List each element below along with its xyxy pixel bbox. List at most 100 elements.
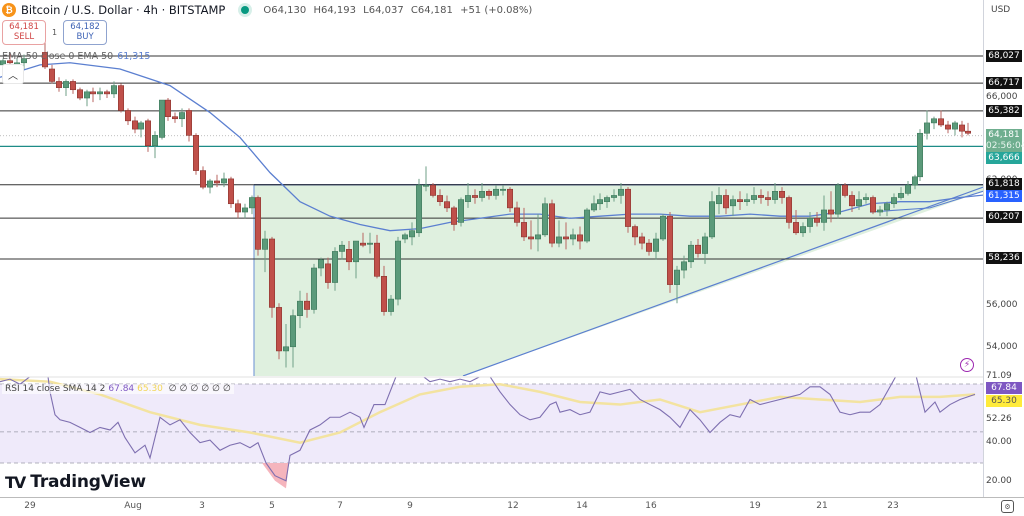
candle <box>958 124 965 132</box>
candle <box>937 118 944 126</box>
scale-price-tag: 02:56:04 <box>986 140 1024 152</box>
collapse-legend-button[interactable]: ︿ <box>2 64 24 84</box>
close-value: C64,181 <box>410 4 453 16</box>
candle <box>289 315 296 348</box>
ascending-triangle-fill <box>254 184 983 376</box>
candle <box>77 89 84 99</box>
candle <box>84 91 91 99</box>
candle <box>179 112 186 120</box>
candle <box>576 234 583 242</box>
candle <box>911 176 918 186</box>
scale-label: 71.09 <box>986 371 1012 381</box>
candle <box>750 195 757 200</box>
candle <box>317 259 324 269</box>
candle <box>48 68 55 82</box>
candle <box>90 91 97 95</box>
candle <box>610 195 617 198</box>
lightning-icon[interactable]: ⚡ <box>960 358 974 372</box>
scale-label: 54,000 <box>986 342 1018 352</box>
ema-legend[interactable]: EMA 50 close 0 EMA 50 61,315 <box>2 51 150 62</box>
candle <box>778 191 785 198</box>
time-axis-label: 19 <box>749 501 761 511</box>
time-axis[interactable] <box>0 497 1024 516</box>
sell-label: SELL <box>13 32 35 42</box>
candle <box>41 52 48 68</box>
candle <box>722 195 729 209</box>
null-value: ∅ <box>212 384 220 394</box>
candle <box>666 215 673 285</box>
candle <box>310 267 317 310</box>
candle <box>652 238 659 252</box>
candle <box>159 99 166 138</box>
candle <box>590 203 597 211</box>
candle <box>527 236 534 240</box>
candle <box>303 300 310 310</box>
rsi-legend[interactable]: RSI 14 close SMA 14 2 67.84 65.30 ∅ ∅ ∅ ∅ ∅ ∅ <box>2 384 234 394</box>
candle <box>443 201 450 209</box>
symbol-title[interactable]: Bitcoin / U.S. Dollar · 4h · BITSTAMP <box>21 3 226 17</box>
candle <box>883 203 890 211</box>
candle <box>221 178 228 184</box>
time-axis-label: Aug <box>124 501 142 511</box>
scale-price-tag: 60,207 <box>986 211 1022 223</box>
open-value: O64,130 <box>263 4 307 16</box>
candle <box>415 184 422 234</box>
candle <box>520 222 527 238</box>
spread-value: 1 <box>52 28 58 37</box>
null-value: ∅ <box>190 384 199 394</box>
candle <box>331 251 338 283</box>
candle <box>125 110 132 122</box>
candle <box>596 199 603 205</box>
scale-price-tag: 65.30 <box>986 395 1022 407</box>
candle <box>261 238 268 250</box>
candle <box>548 203 555 244</box>
candle <box>464 195 471 202</box>
sell-button[interactable]: 64,181 SELL <box>2 20 46 45</box>
trade-panel: 64,181 SELL 1 64,182 BUY <box>2 20 108 45</box>
time-axis-label: 21 <box>816 501 828 511</box>
candle <box>659 215 666 240</box>
candle <box>352 240 359 263</box>
candle <box>296 300 303 316</box>
triangle-support-line <box>462 186 983 376</box>
candle <box>506 188 513 209</box>
candle <box>534 234 541 240</box>
rsi-pane[interactable] <box>0 361 983 489</box>
rsi-sma-legend-value: 65.30 <box>137 384 163 394</box>
candle <box>104 91 111 95</box>
candle <box>541 203 548 236</box>
candle <box>193 135 200 171</box>
rsi-sma-line <box>0 377 976 444</box>
buy-label: BUY <box>76 32 94 42</box>
candle <box>7 60 14 64</box>
candle <box>694 244 701 254</box>
tradingview-logo: TV TradingView <box>5 472 146 492</box>
time-axis-label: 7 <box>337 501 343 511</box>
candle <box>359 242 366 246</box>
price-pane[interactable] <box>0 42 983 376</box>
candle <box>387 298 394 312</box>
scale-label: 40.00 <box>986 437 1012 447</box>
scale-price-tag: 63,666 <box>986 152 1022 164</box>
scale-label: 56,000 <box>986 300 1018 310</box>
candle <box>555 236 562 244</box>
high-value: H64,193 <box>313 4 356 16</box>
candle <box>583 209 590 242</box>
candle <box>401 234 408 240</box>
candle <box>701 236 708 254</box>
candle <box>680 261 687 271</box>
time-axis-label: 3 <box>199 501 205 511</box>
scale-price-tag: 64,181 <box>986 129 1022 141</box>
settings-icon[interactable]: ⚙ <box>1001 500 1014 513</box>
candle <box>820 209 827 223</box>
candle <box>282 346 289 352</box>
candle <box>855 199 862 207</box>
buy-button[interactable]: 64,182 BUY <box>63 20 108 45</box>
candle <box>799 226 806 234</box>
candle <box>324 263 331 283</box>
candle <box>513 207 520 223</box>
candle <box>624 188 631 227</box>
time-axis-label: 5 <box>269 501 275 511</box>
null-value: ∅ <box>223 384 231 394</box>
